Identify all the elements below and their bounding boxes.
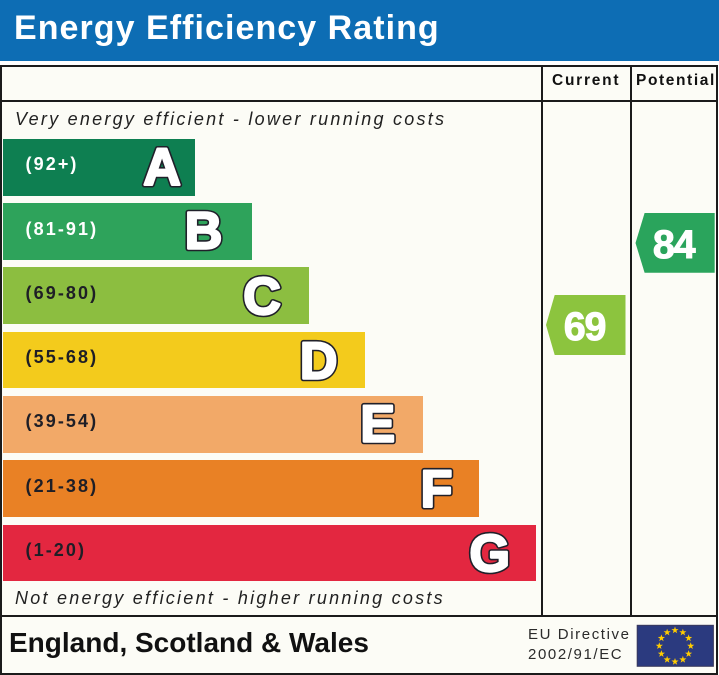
- svg-text:69: 69: [564, 305, 606, 349]
- svg-text:A: A: [143, 138, 181, 196]
- svg-text:B: B: [185, 203, 223, 261]
- svg-text:D: D: [300, 333, 338, 391]
- svg-text:84: 84: [653, 223, 696, 267]
- svg-text:A: A: [143, 138, 181, 196]
- svg-text:B: B: [185, 203, 223, 261]
- svg-text:D: D: [300, 333, 338, 391]
- svg-text:G: G: [469, 525, 509, 583]
- svg-text:G: G: [469, 525, 509, 583]
- svg-text:C: C: [243, 268, 281, 326]
- svg-text:E: E: [360, 396, 395, 454]
- svg-text:E: E: [360, 396, 395, 454]
- svg-text:F: F: [421, 461, 453, 519]
- svg-text:C: C: [243, 268, 281, 326]
- svg-text:F: F: [421, 461, 453, 519]
